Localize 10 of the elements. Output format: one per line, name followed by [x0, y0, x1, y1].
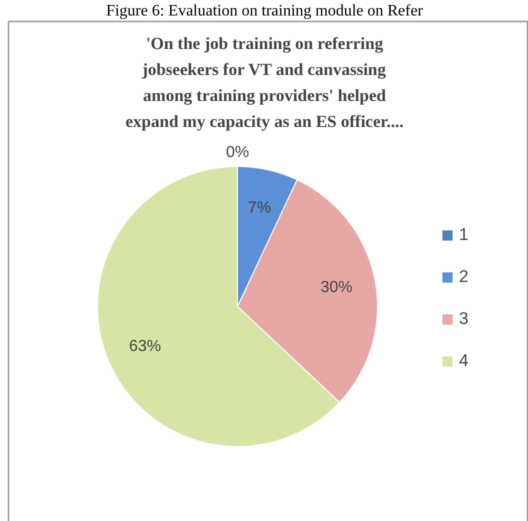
data-label: 7%	[248, 200, 272, 217]
legend-label: 1	[459, 225, 470, 245]
text: 0%	[226, 144, 250, 161]
legend-label: 4	[459, 351, 470, 371]
data-label: 63%	[128, 338, 162, 356]
legend-label: 3	[459, 309, 470, 329]
legend-label: 2	[459, 267, 470, 287]
caption: Figure 6: Evaluation on training module on Refer	[106, 2, 424, 20]
data-label: 30%	[320, 279, 353, 296]
chart-title: 'On the job training on referring jobseekers for VT and canvassing among training providers' helped expand my capacity as an ES officer....	[126, 34, 404, 131]
